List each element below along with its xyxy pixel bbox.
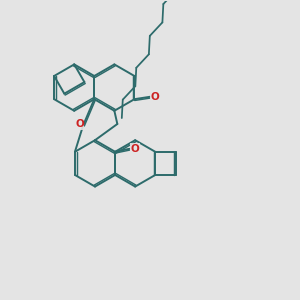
Text: O: O	[151, 92, 160, 102]
Text: O: O	[75, 119, 84, 129]
Text: O: O	[130, 144, 139, 154]
